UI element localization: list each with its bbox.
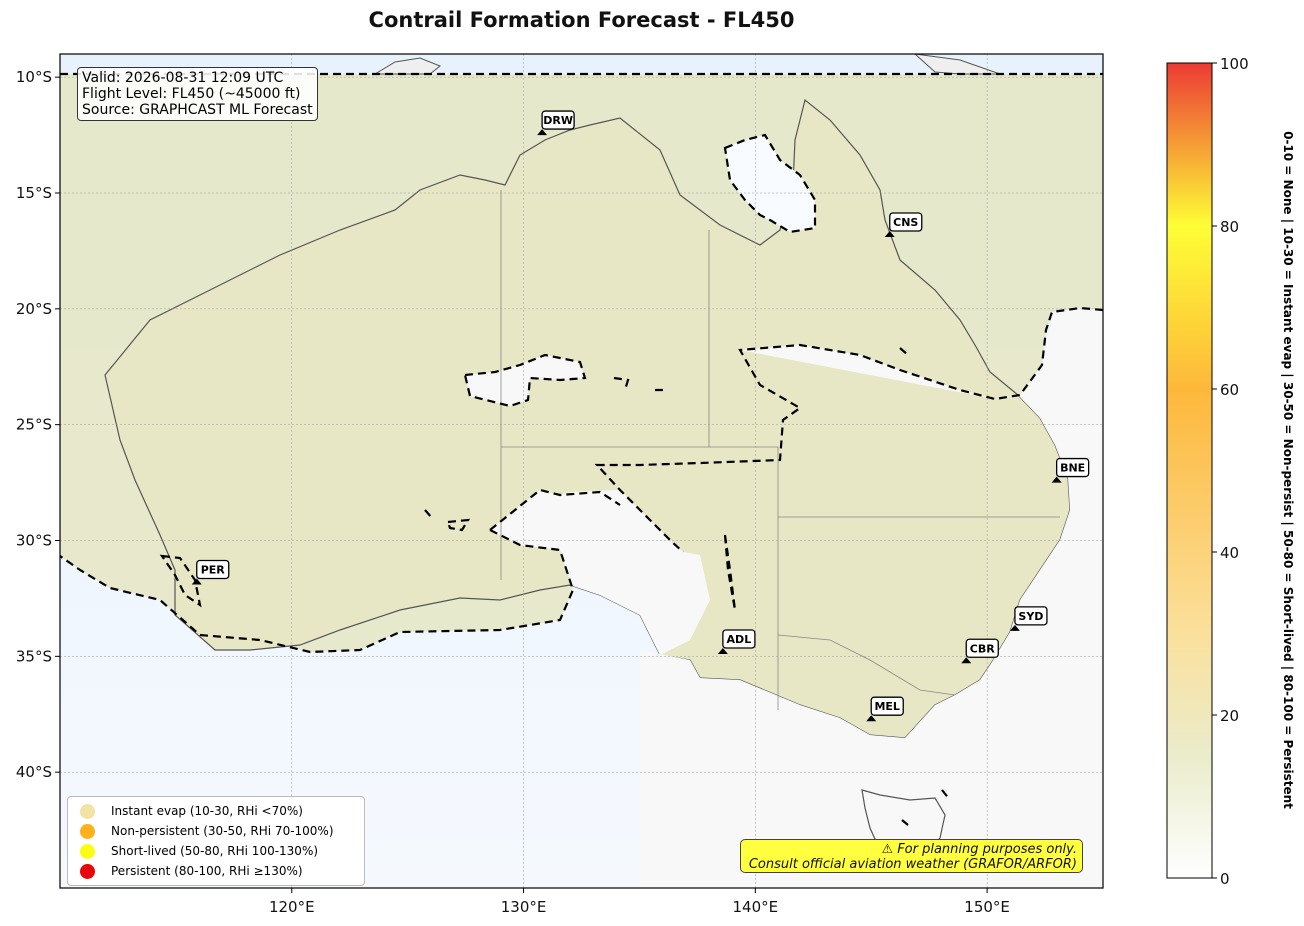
colorbar-tick-label: 60 [1220, 381, 1239, 399]
city-label-box [965, 638, 999, 658]
city-label-box [722, 629, 756, 649]
city-label-box [1014, 606, 1048, 626]
city-marker-mel[interactable]: MEL [866, 696, 904, 722]
legend-swatch [80, 843, 95, 859]
lat-tick-label: 10°S [16, 68, 52, 86]
city-code: ADL [727, 633, 752, 646]
city-label-box [541, 110, 575, 130]
city-label-box [1055, 457, 1090, 478]
legend-item: Persistent (80-100, RHi ≥130%) [68, 861, 364, 881]
city-code: CNS [893, 216, 918, 229]
city-marker-cbr[interactable]: CBR [961, 638, 999, 664]
lat-tick-label: 25°S [16, 416, 52, 434]
valid-time: Valid: 2026-08-31 12:09 UTC [82, 70, 284, 86]
legend-label: Persistent (80-100, RHi ≥130%) [111, 864, 303, 878]
airport-triangle-icon [717, 648, 728, 655]
forecast-info-box: Valid: 2026-08-31 12:09 UTC Flight Level… [77, 67, 318, 121]
legend-label: Short-lived (50-80, RHi 100-130%) [111, 844, 319, 858]
airport-triangle-icon [961, 657, 972, 664]
legend-item: Instant evap (10-30, RHi <70%) [68, 801, 364, 821]
city-marker-cns[interactable]: CNS [884, 212, 923, 238]
legend-item: Non-persistent (30-50, RHi 70-100%) [68, 821, 364, 841]
city-code: MEL [874, 700, 899, 713]
lon-tick-label: 120°E [269, 898, 315, 916]
city-code: BNE [1060, 462, 1085, 475]
no-contrail-south-sa [490, 490, 700, 655]
city-marker-per[interactable]: PER [191, 559, 230, 585]
legend-label: Non-persistent (30-50, RHi 70-100%) [111, 824, 334, 838]
city-label-box [889, 212, 923, 232]
legend: Instant evap (10-30, RHi <70%) Non-persi… [67, 796, 365, 886]
chart-title: Contrail Formation Forecast - FL450 [368, 8, 795, 32]
lat-tick-label: 30°S [16, 532, 52, 550]
lat-tick-label: 40°S [16, 763, 52, 781]
legend-swatch [80, 803, 95, 819]
city-code: CBR [970, 642, 995, 655]
lon-tick-label: 140°E [733, 898, 779, 916]
no-contrail-gulf [725, 135, 815, 232]
city-code: PER [201, 564, 226, 577]
city-label-box [196, 559, 230, 580]
city-marker-adl[interactable]: ADL [717, 629, 756, 655]
colorbar-tick-label: 100 [1220, 55, 1249, 73]
colorbar-tick-label: 80 [1220, 218, 1239, 236]
flight-level: Flight Level: FL450 (~45000 ft) [82, 86, 301, 102]
warning-line-1: ⚠ For planning purposes only. [881, 842, 1078, 857]
forecast-source: Source: GRAPHCAST ML Forecast [82, 102, 313, 118]
city-code: SYD [1018, 610, 1043, 623]
legend-label: Instant evap (10-30, RHi <70%) [111, 804, 303, 818]
airport-triangle-icon [537, 129, 548, 136]
city-marker-bne[interactable]: BNE [1051, 457, 1090, 483]
indonesia-edge [373, 57, 441, 75]
colorbar [1166, 62, 1213, 879]
planning-warning: ⚠ For planning purposes only. Consult of… [740, 839, 1083, 873]
warning-line-2: Consult official aviation weather (GRAFO… [748, 857, 1077, 872]
city-code: DRW [543, 114, 573, 127]
airport-triangle-icon [191, 578, 202, 585]
lon-tick-label: 130°E [501, 898, 547, 916]
airport-triangle-icon [1051, 476, 1062, 483]
state-borders [500, 190, 1060, 710]
colorbar-tick-label: 0 [1220, 870, 1230, 888]
lat-tick-label: 20°S [16, 300, 52, 318]
airport-triangle-icon [1009, 624, 1020, 631]
legend-item: Short-lived (50-80, RHi 100-130%) [68, 841, 364, 861]
lat-tick-label: 15°S [16, 184, 52, 202]
new-guinea-edge [914, 54, 1001, 75]
legend-swatch [80, 863, 95, 879]
lat-tick-label: 35°S [16, 647, 52, 665]
city-marker-drw[interactable]: DRW [537, 110, 575, 136]
airport-triangle-icon [884, 231, 895, 238]
colorbar-tick-label: 40 [1220, 544, 1239, 562]
legend-swatch [80, 823, 95, 839]
city-marker-syd[interactable]: SYD [1009, 606, 1048, 631]
airport-triangle-icon [866, 715, 877, 722]
map-frame [59, 53, 1104, 889]
city-label-box [870, 696, 904, 716]
colorbar-tick-label: 20 [1220, 707, 1239, 725]
no-contrail-central-patch [465, 355, 585, 406]
colorbar-label: 0-10 = None | 10-30 = Instant evap | 30-… [1281, 131, 1295, 809]
lon-tick-label: 150°E [964, 898, 1010, 916]
